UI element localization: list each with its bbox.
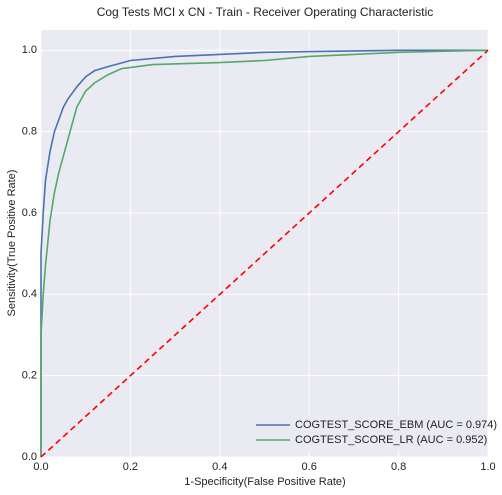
chart-title: Cog Tests MCI x CN - Train - Receiver Op… xyxy=(97,5,434,19)
roc-line xyxy=(40,49,489,457)
x-tick-label: 0.2 xyxy=(123,461,138,473)
y-tick-label: 0.6 xyxy=(22,207,37,219)
y-axis-label: Sensitivity(True Positive Rate) xyxy=(6,170,18,317)
x-tick-label: 0.6 xyxy=(302,461,317,473)
x-tick-label: 0.8 xyxy=(391,461,406,473)
y-tick-label: 0.0 xyxy=(22,451,37,463)
legend-label: COGTEST_SCORE_EBM (AUC = 0.974) xyxy=(295,419,497,431)
y-tick-label: 1.0 xyxy=(22,44,37,56)
x-tick-label: 0.0 xyxy=(33,461,48,473)
y-tick-label: 0.8 xyxy=(22,126,37,138)
plot-background xyxy=(41,30,488,457)
x-tick-label: 1.0 xyxy=(480,461,495,473)
y-tick-label: 0.2 xyxy=(22,370,37,382)
legend-label: COGTEST_SCORE_LR (AUC = 0.952) xyxy=(295,434,487,446)
x-tick-label: 0.4 xyxy=(212,461,227,473)
x-axis-label: 1-Specificity(False Positive Rate) xyxy=(184,476,345,488)
legend-box xyxy=(252,415,482,451)
y-tick-label: 0.4 xyxy=(22,288,37,300)
roc-line xyxy=(40,49,488,457)
reference-line xyxy=(40,49,489,458)
